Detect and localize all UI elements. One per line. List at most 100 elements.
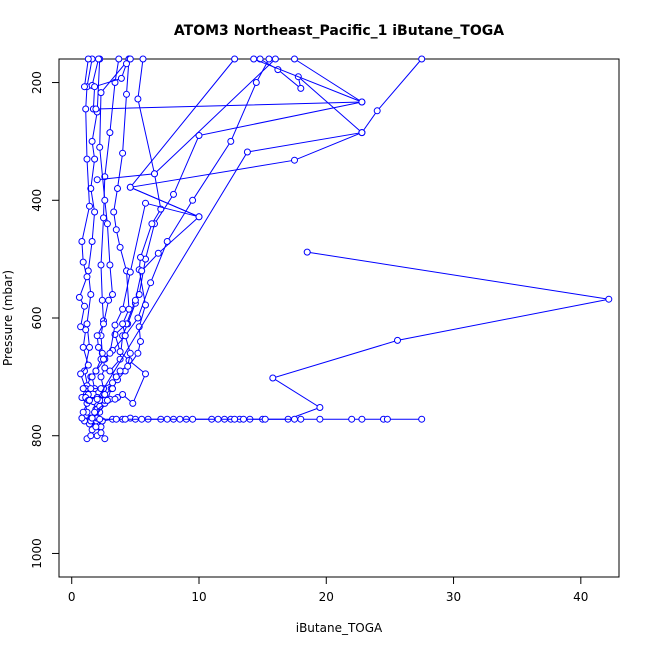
data-point (112, 373, 120, 381)
data-point (131, 296, 139, 304)
data-point (261, 415, 269, 423)
x-axis-label: iButane_TOGA (296, 621, 383, 635)
data-point (109, 379, 116, 387)
data-point (100, 320, 107, 328)
data-point (117, 74, 125, 82)
data-point (265, 55, 273, 63)
data-point (92, 367, 100, 375)
series-17 (93, 55, 279, 184)
series-9 (79, 55, 134, 393)
data-point (79, 385, 87, 393)
data-point (87, 432, 95, 440)
data-point (79, 258, 87, 266)
data-point (79, 408, 87, 416)
data-point (82, 105, 90, 113)
data-point (125, 305, 133, 313)
data-point (151, 170, 158, 178)
data-point (148, 220, 156, 228)
data-point (87, 185, 95, 192)
data-point (112, 226, 120, 234)
data-point (394, 336, 401, 344)
data-point (227, 137, 235, 145)
data-point (81, 302, 88, 310)
data-point (87, 385, 95, 393)
data-point (78, 238, 86, 245)
data-point (95, 55, 102, 63)
data-point (139, 55, 147, 63)
data-point (195, 132, 203, 139)
data-point (111, 321, 119, 329)
data-point (115, 55, 123, 63)
data-point (97, 373, 105, 381)
data-point (101, 173, 109, 181)
data-point (348, 415, 356, 423)
data-point (231, 415, 239, 423)
data-point (147, 279, 155, 287)
data-point (138, 415, 146, 423)
data-point (88, 137, 96, 145)
data-point (418, 55, 426, 63)
data-point (163, 415, 171, 423)
data-point (189, 415, 197, 423)
data-point (163, 238, 171, 245)
data-point (358, 98, 366, 106)
y-tick-label: 400 (30, 189, 44, 212)
series-18 (92, 55, 366, 113)
data-point (137, 253, 144, 261)
data-point (116, 348, 124, 356)
data-point (101, 435, 109, 443)
data-point (101, 196, 109, 204)
data-point (252, 79, 260, 86)
data-point (98, 296, 106, 304)
data-point (119, 149, 127, 157)
data-point (176, 415, 184, 423)
data-point (86, 202, 93, 210)
data-point (112, 415, 120, 423)
data-point (316, 415, 324, 423)
data-point (79, 343, 87, 351)
data-point (100, 355, 107, 363)
y-axis: 200 400 600 800 1000 (30, 71, 60, 569)
data-point (103, 220, 111, 228)
data-point (189, 196, 197, 204)
series-13 (100, 55, 239, 363)
data-point (142, 370, 149, 378)
data-point (88, 238, 96, 245)
data-point (87, 291, 95, 298)
data-point (119, 391, 127, 398)
data-point (126, 349, 134, 357)
data-point (291, 415, 298, 423)
x-tick-label: 0 (68, 590, 76, 604)
data-point (82, 326, 90, 334)
data-point (84, 361, 92, 369)
y-tick-label: 200 (30, 71, 44, 94)
data-point (383, 415, 391, 423)
data-point (105, 296, 113, 304)
data-point (91, 155, 99, 163)
x-tick-label: 40 (573, 590, 588, 604)
data-point (101, 391, 109, 398)
data-point (83, 273, 91, 281)
data-point (88, 373, 96, 381)
data-point (119, 320, 127, 328)
data-point (154, 249, 162, 257)
data-point (92, 105, 100, 113)
data-point (116, 367, 124, 375)
data-point (297, 84, 305, 92)
data-point (418, 415, 426, 423)
data-point (121, 332, 129, 340)
data-point (96, 143, 104, 151)
data-point (137, 338, 144, 345)
series-11 (96, 415, 426, 423)
data-point (110, 208, 118, 216)
x-tick-label: 20 (319, 590, 334, 604)
data-point (93, 176, 101, 184)
data-point (91, 208, 99, 216)
data-point (134, 314, 142, 322)
data-point (86, 396, 93, 404)
data-point (129, 399, 137, 407)
data-point (109, 291, 116, 298)
y-tick-label: 600 (30, 307, 44, 330)
